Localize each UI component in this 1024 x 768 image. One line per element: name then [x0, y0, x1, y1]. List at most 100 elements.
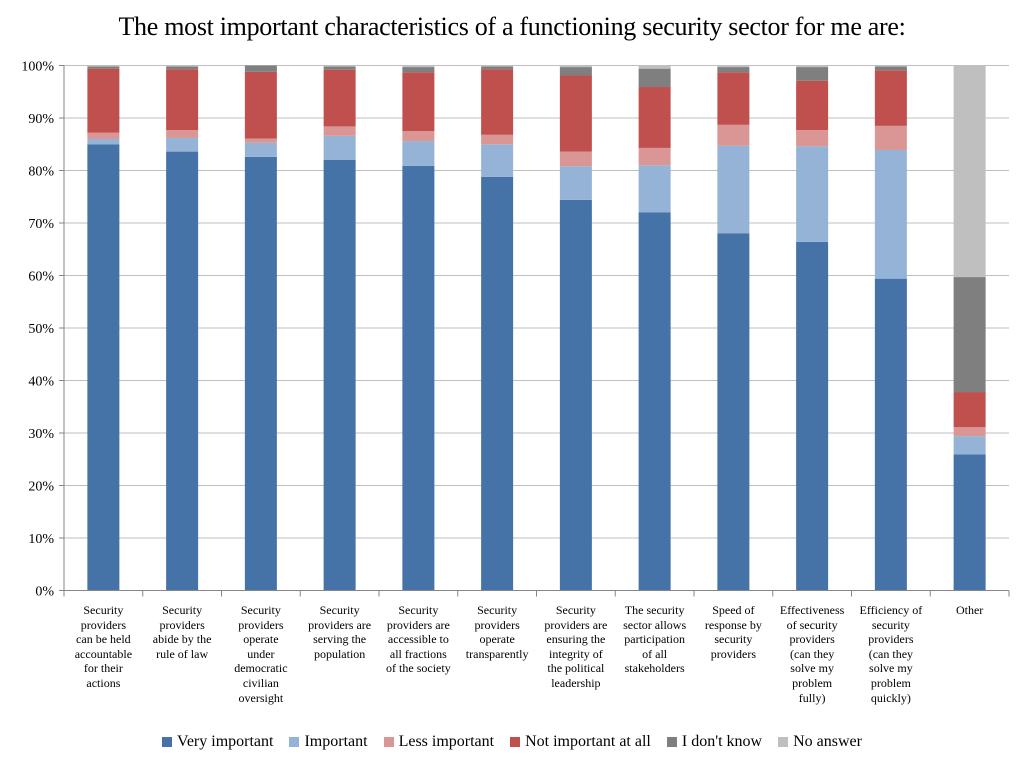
legend-swatch — [510, 737, 521, 747]
bar-segment-no-answer — [323, 65, 356, 67]
x-category-label: Speed of response by security providers — [694, 603, 773, 661]
bar-segment-very-important — [481, 176, 514, 591]
x-category-label-line: quickly) — [870, 690, 911, 705]
bar-segment-less-important — [953, 427, 986, 437]
x-category-label-line: security — [714, 632, 753, 647]
y-tick-label: 70% — [28, 217, 54, 232]
x-category-label-line: operate — [479, 632, 515, 647]
x-category-label-line: Security — [398, 603, 439, 617]
x-category-label-line: of all — [642, 646, 668, 661]
y-tick-label: 40% — [28, 375, 54, 390]
x-category-label-line: stakeholders — [624, 661, 685, 676]
bar-segment-i-don-t-know — [796, 67, 829, 81]
legend-swatch — [289, 737, 300, 747]
x-category-label-line: providers — [710, 646, 757, 661]
bar-segment-i-don-t-know — [244, 65, 277, 72]
bar-segment-no-answer — [402, 65, 435, 68]
bar-segment-less-important — [638, 147, 671, 166]
bar-segment-important — [559, 166, 592, 200]
bar-segment-not-important-at-all — [559, 75, 592, 152]
bar-segment-very-important — [323, 160, 356, 591]
x-category-label-line: Effectiveness — [779, 603, 845, 617]
bar-segment-not-important-at-all — [953, 392, 986, 428]
y-tick-label: 60% — [28, 270, 54, 285]
x-category-label-line: security — [871, 617, 910, 632]
bar-segment-less-important — [481, 134, 514, 145]
legend-item: I don't know — [666, 733, 763, 751]
x-category-label-line: Security — [555, 603, 596, 617]
x-category-label-line: response by — [704, 617, 762, 632]
x-category-label-line: Security — [477, 603, 518, 617]
y-tick-label: 10% — [28, 532, 54, 547]
bar-segment-less-important — [796, 130, 829, 147]
x-category-label-line: problem — [870, 675, 911, 690]
x-category-label: Security providers operate under democratic c… — [222, 603, 301, 705]
bars — [87, 65, 986, 591]
legend-item: Important — [289, 733, 368, 751]
y-tick-label: 90% — [28, 112, 54, 127]
legend-label: I don't know — [681, 733, 763, 750]
x-category-label-line: abide by the — [152, 632, 212, 647]
bar-segment-not-important-at-all — [874, 70, 907, 126]
x-category-label-line: providers are — [386, 617, 450, 632]
x-category-label-line: transparently — [465, 646, 529, 661]
bar-segment-i-don-t-know — [559, 67, 592, 76]
chart-title: The most important characteristics of a … — [118, 12, 906, 41]
bar-segment-not-important-at-all — [323, 69, 356, 127]
bar-segment-no-answer — [166, 65, 199, 67]
y-tick-label: 0% — [35, 585, 54, 600]
x-category-label-line: Other — [955, 603, 984, 617]
bar-segment-very-important — [874, 278, 907, 591]
bar-segment-i-don-t-know — [323, 66, 356, 70]
legend-label: No answer — [793, 733, 862, 750]
x-category-label: The security sector allows participation of… — [615, 603, 694, 676]
x-category-label-line: can be held — [76, 632, 131, 647]
x-category-label-line: providers are — [544, 617, 608, 632]
x-category-label-line: (can they — [868, 646, 914, 661]
x-category-label-line: rule of law — [156, 646, 209, 661]
x-category-label-line: (can they — [789, 646, 835, 661]
bar-segment-no-answer — [559, 65, 592, 68]
x-category-label-line: providers — [159, 617, 205, 632]
bar-segment-important — [166, 137, 199, 152]
x-category-label-line: democratic — [234, 661, 288, 676]
x-category-label: Security providers are accessible to all fr… — [379, 603, 458, 676]
legend-item: Very important — [162, 733, 273, 751]
x-category-label-line: providers are — [308, 617, 372, 632]
bar-segment-important — [717, 145, 750, 234]
bar-segment-important — [796, 146, 829, 242]
bar-segment-i-don-t-know — [166, 66, 199, 70]
x-category-label-line: solve my — [869, 661, 913, 676]
x-category-label: Security providers operate transparently — [458, 603, 537, 661]
bar-segment-less-important — [87, 132, 120, 139]
x-category-label-line: Security — [240, 603, 281, 617]
legend-swatch — [778, 737, 789, 747]
y-tick-label: 20% — [28, 480, 54, 495]
x-category-label-line: population — [313, 646, 366, 661]
bar-segment-i-don-t-know — [874, 66, 907, 71]
x-category-label-line: providers — [238, 617, 284, 632]
bar-segment-very-important — [717, 233, 750, 591]
bar-segment-no-answer — [717, 65, 750, 68]
bar-segment-important — [244, 142, 277, 157]
bar-segment-not-important-at-all — [796, 80, 829, 131]
x-category-label-line: for their — [83, 661, 123, 676]
x-category-label-line: accountable — [74, 646, 133, 661]
x-category-label-line: providers — [474, 617, 520, 632]
x-category-label-line: actions — [86, 675, 121, 690]
y-tick-label: 30% — [28, 427, 54, 442]
x-category-label-line: problem — [792, 675, 833, 690]
legend-label: Not important at all — [525, 733, 651, 750]
legend-swatch — [383, 737, 394, 747]
bar-segment-no-answer — [953, 65, 986, 278]
legend-item: Not important at all — [510, 733, 651, 751]
bar-segment-less-important — [323, 126, 356, 136]
bar-segment-important — [402, 141, 435, 166]
legend-item: No answer — [778, 733, 862, 751]
x-category-label-line: sector allows — [623, 617, 687, 632]
bar-segment-no-answer — [481, 65, 514, 67]
legend-swatch — [162, 737, 173, 747]
bar-segment-i-don-t-know — [481, 66, 514, 70]
x-category-label-line: fully) — [798, 690, 826, 705]
